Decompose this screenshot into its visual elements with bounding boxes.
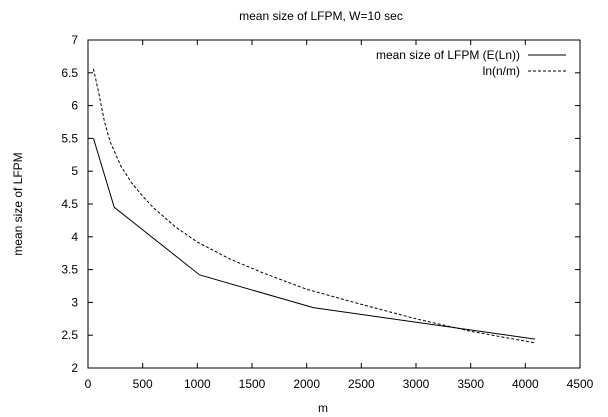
x-tick-label: 4500 [567,377,594,391]
y-tick-label: 3.5 [61,263,78,277]
y-tick-label: 5 [71,164,78,178]
chart-title: mean size of LFPM, W=10 sec [239,9,403,23]
series-line-mean-size [92,138,536,340]
legend-label: ln(n/m) [483,64,520,78]
series-layer [92,68,536,344]
y-axis-label: mean size of LFPM [11,152,25,255]
legend-label: mean size of LFPM (E(Ln)) [376,48,520,62]
y-tick-label: 7 [71,33,78,47]
x-tick-label: 4000 [512,377,539,391]
plot-frame [87,39,581,369]
x-tick-label: 500 [133,377,153,391]
x-tick-label: 2000 [293,377,320,391]
y-tick-label: 5.5 [61,131,78,145]
y-tick-label: 4.5 [61,197,78,211]
x-tick-label: 3500 [457,377,484,391]
x-axis-label: m [318,401,328,415]
x-tick-label: 0 [85,377,92,391]
y-tick-label: 4 [71,230,78,244]
tick-layer: 0 500 1000 1500 2000 2500 3000 3500 4000 4500 2 2.5… [61,33,593,391]
series-line-ln-n-m [92,68,536,344]
x-tick-label: 2500 [348,377,375,391]
x-tick-label: 1000 [184,377,211,391]
x-tick-label: 3000 [403,377,430,391]
y-tick-label: 6 [71,99,78,113]
y-tick-label: 6.5 [61,66,78,80]
legend: mean size of LFPM (E(Ln)) ln(n/m) [376,48,566,78]
y-tick-label: 2 [71,361,78,375]
x-tick-label: 1500 [239,377,266,391]
y-tick-label: 3 [71,295,78,309]
y-tick-label: 2.5 [61,328,78,342]
